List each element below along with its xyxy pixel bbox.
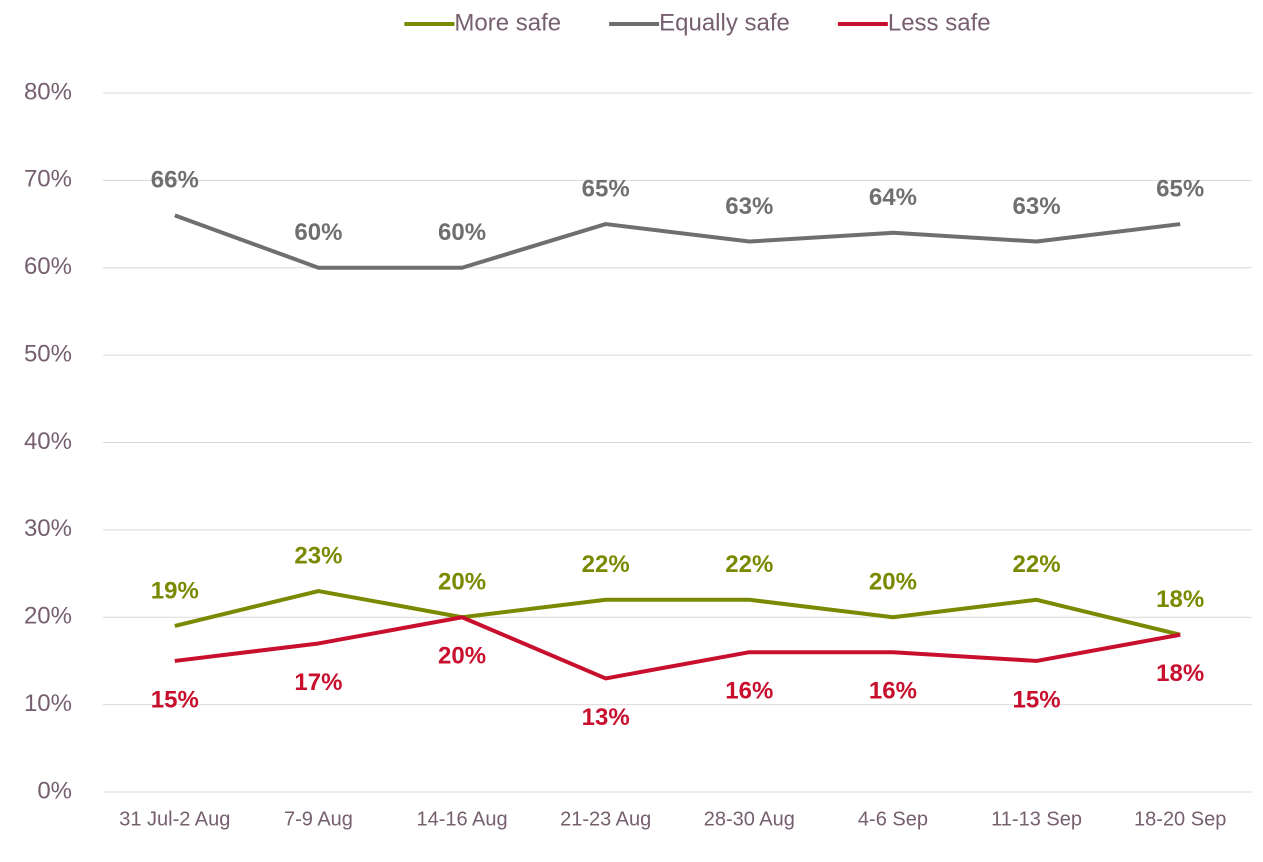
y-tick-label: 70% — [24, 166, 72, 193]
data-label: 66% — [151, 167, 199, 194]
x-tick-label: 14-16 Aug — [416, 808, 507, 830]
legend-label: Equally safe — [659, 9, 790, 36]
y-tick-label: 30% — [24, 515, 72, 542]
data-label: 17% — [294, 669, 342, 696]
y-tick-label: 0% — [37, 777, 72, 804]
x-tick-label: 31 Jul-2 Aug — [119, 808, 230, 830]
data-label: 65% — [1156, 175, 1204, 202]
data-label: 23% — [294, 542, 342, 569]
data-label: 18% — [1156, 660, 1204, 687]
series-line — [174, 615, 1181, 681]
data-label: 13% — [582, 704, 630, 731]
data-label: 60% — [294, 219, 342, 246]
data-label: 22% — [725, 551, 773, 578]
x-tick-label: 4-6 Sep — [858, 808, 928, 830]
data-label: 18% — [1156, 586, 1204, 613]
data-label: 22% — [1013, 551, 1061, 578]
x-tick-label: 21-23 Aug — [560, 808, 651, 830]
y-tick-label: 40% — [24, 428, 72, 455]
legend-label: More safe — [454, 9, 561, 36]
data-label: 60% — [438, 219, 486, 246]
data-label: 20% — [438, 569, 486, 596]
data-label: 64% — [869, 184, 917, 211]
series-line — [174, 213, 1181, 270]
legend-label: Less safe — [888, 9, 991, 36]
y-tick-label: 50% — [24, 340, 72, 367]
data-label: 63% — [1013, 193, 1061, 220]
y-tick-label: 20% — [24, 603, 72, 630]
y-tick-label: 80% — [24, 78, 72, 105]
x-tick-label: 18-20 Sep — [1134, 808, 1226, 830]
y-tick-label: 10% — [24, 690, 72, 717]
data-label: 65% — [582, 175, 630, 202]
x-tick-label: 7-9 Aug — [284, 808, 353, 830]
series-line — [174, 589, 1181, 637]
data-label: 15% — [151, 686, 199, 713]
data-label: 20% — [438, 643, 486, 670]
y-tick-label: 60% — [24, 253, 72, 280]
data-label: 63% — [725, 193, 773, 220]
data-label: 22% — [582, 551, 630, 578]
data-label: 16% — [725, 678, 773, 705]
legend: More safe Equally safe Less safe — [404, 9, 991, 36]
data-label: 16% — [869, 678, 917, 705]
x-tick-label: 11-13 Sep — [991, 808, 1082, 830]
data-label: 19% — [151, 577, 199, 604]
x-tick-label: 28-30 Aug — [704, 808, 795, 830]
data-label: 15% — [1013, 686, 1061, 713]
data-label: 20% — [869, 569, 917, 596]
